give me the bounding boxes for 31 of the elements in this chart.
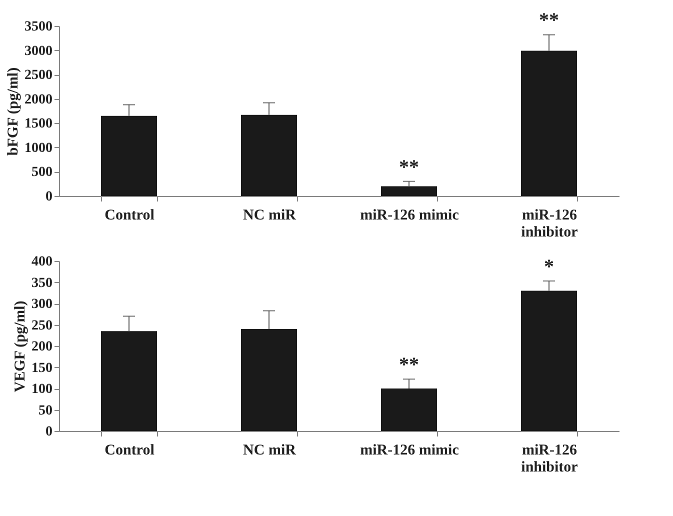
y-tick-label: 300 — [32, 297, 52, 312]
y-axis-title: VEGF (pg/ml) — [12, 300, 28, 392]
y-tick-label: 250 — [32, 318, 52, 334]
x-tick-label: miR-126 inhibitor — [521, 442, 578, 476]
y-tick-label: 50 — [38, 403, 52, 418]
y-tick-label: 1500 — [24, 116, 52, 132]
annotation: ** — [399, 354, 419, 376]
y-tick-label: 200 — [32, 340, 52, 354]
y-tick-label: 0 — [46, 190, 52, 204]
y-tick-label: 400 — [32, 254, 52, 270]
y-tick-label: 350 — [32, 276, 52, 291]
annotation: * — [544, 256, 554, 278]
x-tick-label: miR-126 mimic — [360, 208, 460, 224]
y-tick-label: 2000 — [24, 92, 52, 108]
x-tick-label: Control — [104, 442, 154, 458]
y-axis-title: bFGF (pg/ml) — [6, 67, 22, 156]
x-tick-label: Control — [104, 208, 154, 224]
annotation: ** — [539, 10, 559, 32]
y-tick-label: 3500 — [24, 20, 52, 34]
x-tick-label: NC miR — [243, 442, 296, 458]
annotation: ** — [399, 156, 419, 178]
y-tick-label: 500 — [32, 165, 52, 180]
y-tick-label: 150 — [32, 360, 52, 376]
x-tick-label: miR-126 mimic — [360, 442, 460, 458]
y-tick-label: 1000 — [24, 140, 52, 156]
y-tick-label: 2500 — [24, 68, 52, 84]
y-tick-label: 3000 — [24, 44, 52, 59]
y-tick-label: 100 — [32, 382, 52, 397]
x-tick-label: miR-126 inhibitor — [521, 208, 578, 240]
x-tick-label: NC miR — [243, 208, 296, 224]
y-tick-label: 0 — [46, 424, 52, 440]
